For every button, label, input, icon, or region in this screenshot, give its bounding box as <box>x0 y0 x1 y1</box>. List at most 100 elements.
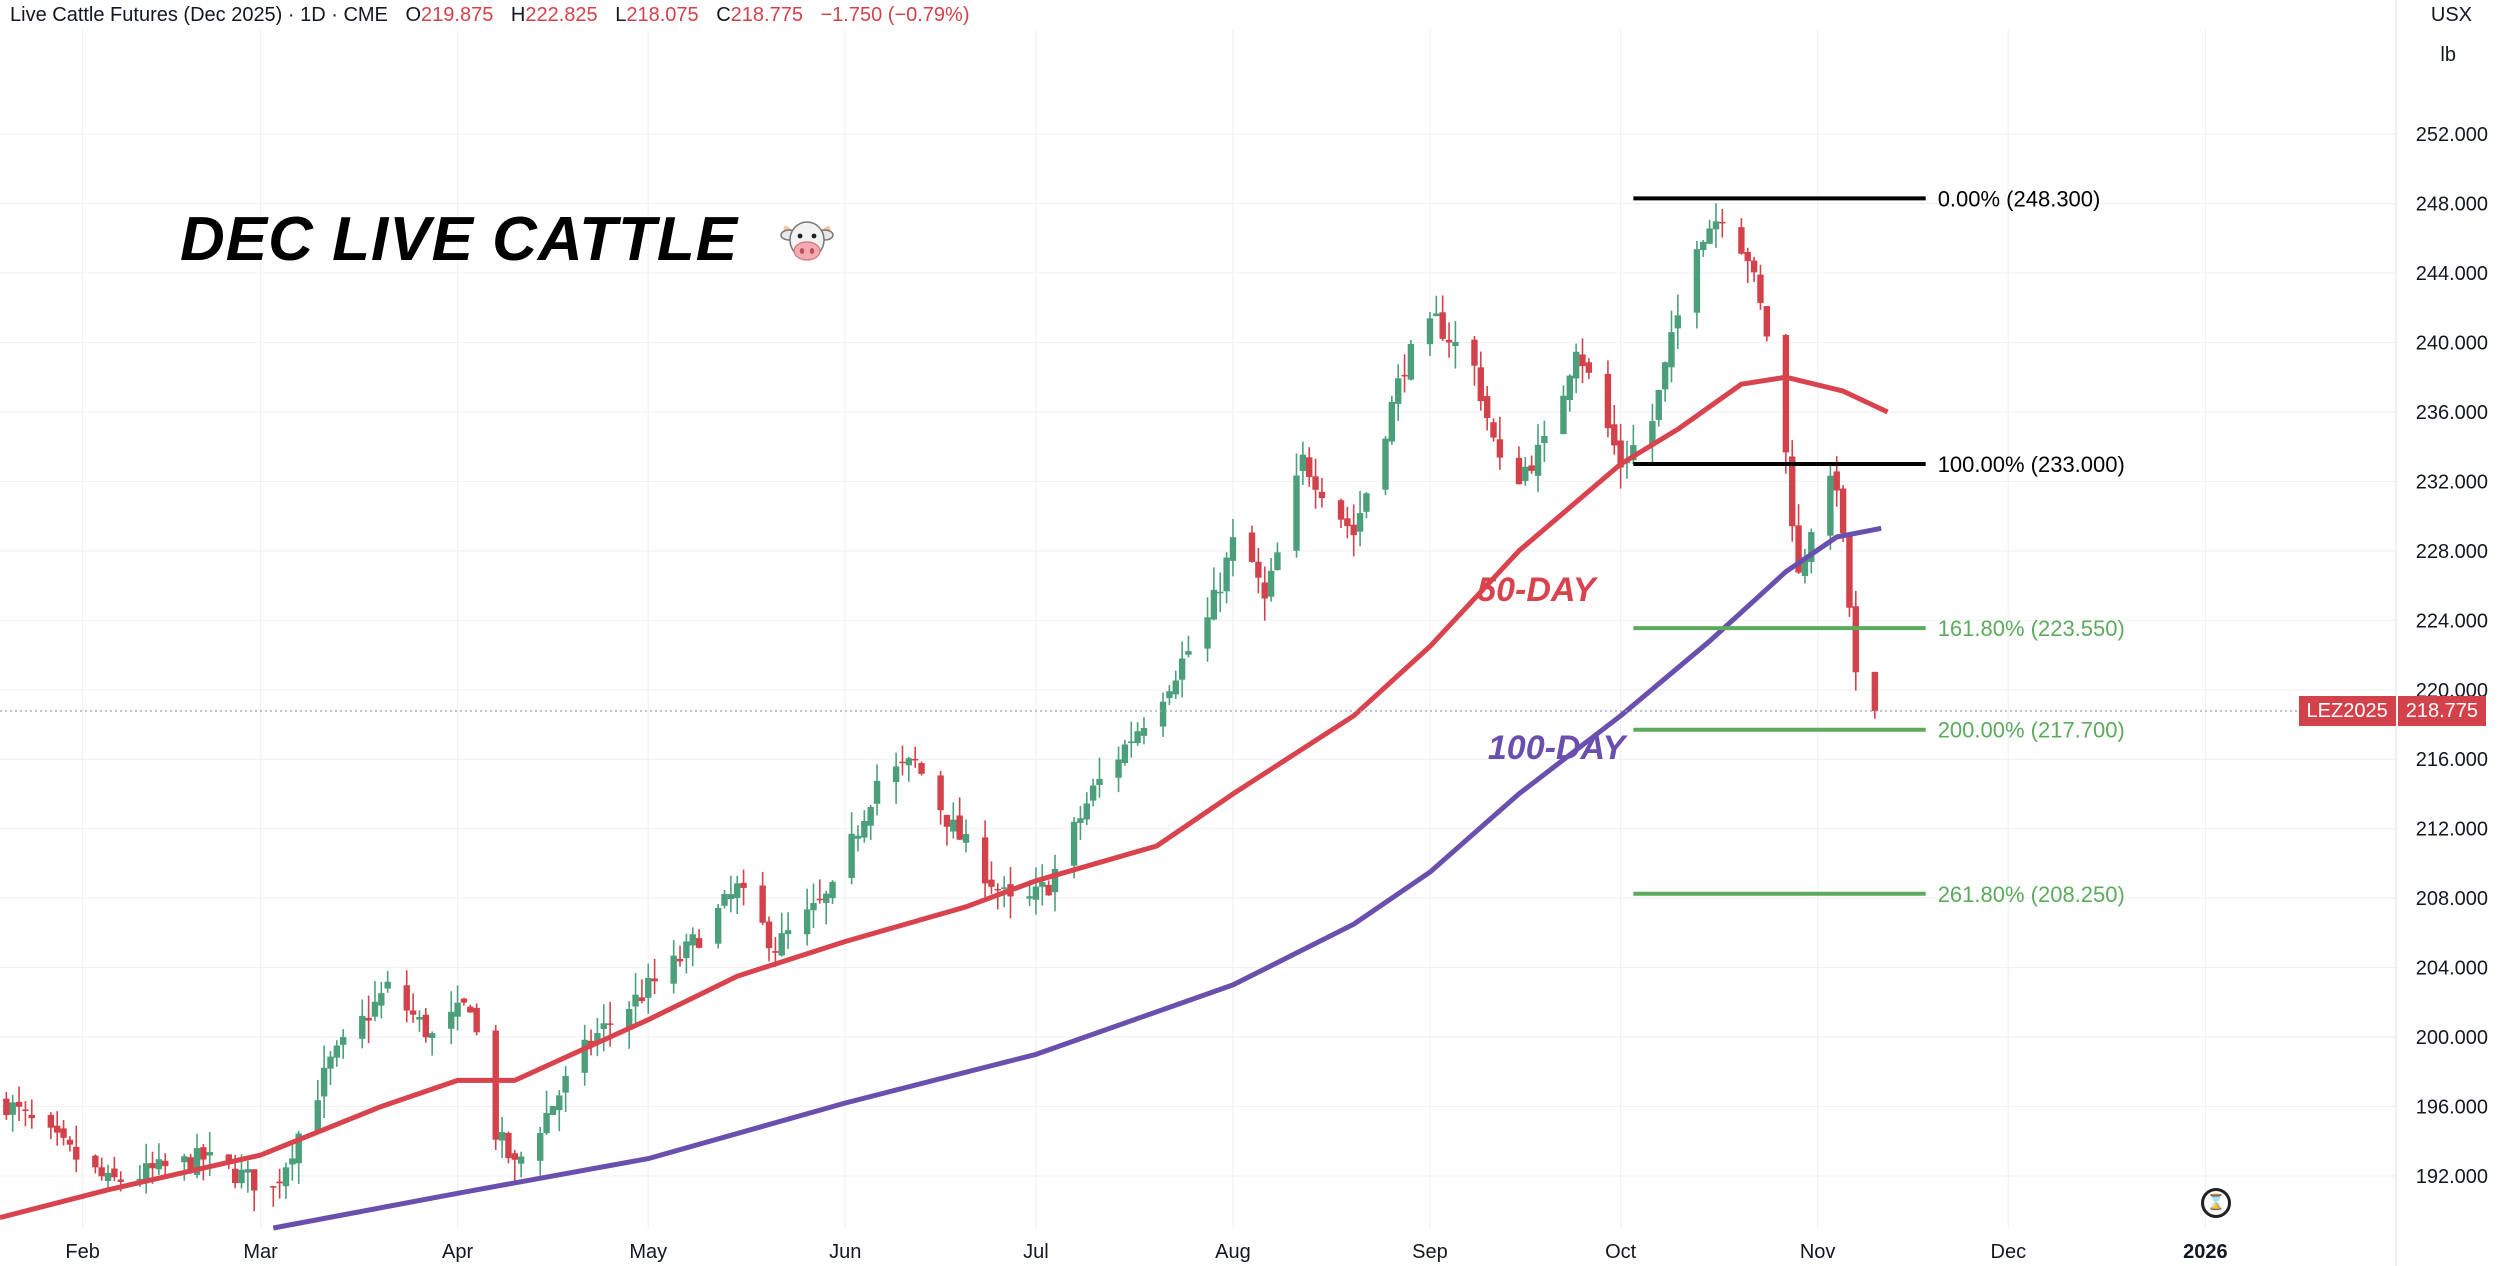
candle-body <box>823 893 830 903</box>
candle-body <box>1445 339 1453 343</box>
candle-body <box>867 806 874 826</box>
currency-unit[interactable]: USX <box>2430 4 2472 26</box>
candle-body <box>117 1179 124 1182</box>
candle-body <box>1134 731 1141 743</box>
time-tick-label: Mar <box>243 1241 278 1263</box>
price-tick-label: 224.000 <box>2416 610 2488 632</box>
time-tick-label: Aug <box>1215 1241 1251 1263</box>
candle-body <box>162 1160 169 1167</box>
candle-body <box>892 766 900 782</box>
candle-body <box>1630 445 1637 461</box>
candle-body <box>943 814 951 827</box>
candle-body <box>1541 435 1548 444</box>
candle-body <box>1700 241 1707 251</box>
fib-level-label: 100.00% (233.000) <box>1938 452 2125 477</box>
fib-level-label: 261.80% (208.250) <box>1938 882 2125 907</box>
last-price-badge[interactable]: LEZ2025 218.775 <box>2298 696 2486 727</box>
candle-body <box>1585 362 1593 373</box>
price-axis[interactable]: 192.000 196.000 200.000 204.000 208.000 212.0… <box>2416 124 2488 1188</box>
fib-level-label: 161.80% (223.550) <box>1938 616 2125 641</box>
candle-body <box>1299 454 1307 471</box>
candle-body <box>689 934 696 946</box>
candle-body <box>848 833 855 879</box>
candle-body <box>670 955 677 984</box>
high-label: H <box>510 4 526 26</box>
candle-body <box>104 1172 112 1182</box>
candle-body <box>1178 658 1186 680</box>
candle-body <box>714 907 722 944</box>
candle-body <box>181 1156 188 1163</box>
time-axis[interactable]: Feb Mar Apr May Jun Jul Aug Sep Oct Nov Dec 2026 <box>65 1241 2227 1263</box>
candle-body <box>695 938 703 948</box>
candle-body <box>403 985 410 1011</box>
candle-body <box>594 1033 601 1042</box>
candle-body <box>956 815 963 840</box>
candle-body <box>1363 493 1370 512</box>
ma100-line <box>272 525 1882 1231</box>
candle-body <box>625 1008 633 1029</box>
candle-body <box>873 780 881 804</box>
candle-body <box>918 763 925 774</box>
symbol-header[interactable]: Live Cattle Futures (Dec 2025) · 1D · CM… <box>10 4 970 27</box>
price-tick-label: 216.000 <box>2416 749 2488 771</box>
candle-body <box>1318 491 1326 499</box>
candle-body <box>231 1168 239 1184</box>
candle-body <box>638 997 646 1001</box>
candle-body <box>1426 318 1434 345</box>
candle-body <box>1032 886 1040 900</box>
candle-body <box>1166 691 1173 699</box>
candle-body <box>473 1007 480 1033</box>
candle-body <box>428 1033 436 1039</box>
candle-body <box>829 881 836 899</box>
candle-body <box>1801 557 1809 577</box>
price-tick-label: 200.000 <box>2416 1027 2488 1049</box>
ma50-label: 50-DAY <box>1477 570 1596 609</box>
price-tick-label: 236.000 <box>2416 402 2488 424</box>
price-tick-label: 196.000 <box>2416 1096 2488 1118</box>
symbol-title: Live Cattle Futures (Dec 2025) · 1D · CM… <box>10 4 388 26</box>
price-tick-label: 192.000 <box>2416 1166 2488 1188</box>
fibonacci-extension: 0.00% (248.300) 100.00% (233.000) 161.80% … <box>1633 186 2125 907</box>
candle-body <box>1528 465 1535 471</box>
candle-body <box>1846 535 1853 608</box>
candle-body <box>467 1006 474 1013</box>
replay-hourglass-icon[interactable]: ⌛ <box>2201 1188 2231 1218</box>
candle-body <box>295 1133 302 1164</box>
candle-body <box>111 1168 118 1178</box>
candle-body <box>537 1132 544 1161</box>
candle-body <box>98 1167 105 1177</box>
candle-body <box>1115 759 1122 778</box>
candle-body <box>1827 475 1834 536</box>
price-unit[interactable]: lb <box>2440 44 2456 66</box>
candle-body <box>1223 557 1230 592</box>
candle-body <box>1808 532 1815 562</box>
candle-body <box>1337 500 1345 520</box>
candle-body <box>988 879 995 887</box>
candle-body <box>556 1095 563 1111</box>
candle-body <box>276 1181 283 1184</box>
candle-body <box>1693 249 1701 313</box>
candle-body <box>778 933 785 956</box>
candle-body <box>1388 401 1396 442</box>
candle-body <box>1668 332 1675 368</box>
candle-body <box>193 1148 201 1175</box>
candle-body <box>1750 260 1758 273</box>
candle-body <box>270 1186 277 1188</box>
candle-body <box>1712 221 1720 230</box>
candle-body <box>1719 221 1726 224</box>
candle-body <box>1617 440 1624 468</box>
price-tick-label: 244.000 <box>2416 263 2488 285</box>
candle-body <box>22 1109 29 1111</box>
candle-body <box>803 909 811 935</box>
candle-body <box>1407 343 1415 380</box>
candle-body <box>1026 896 1033 899</box>
candle-body <box>587 1040 595 1045</box>
candle-body <box>1833 471 1840 491</box>
candle-body <box>1534 444 1542 476</box>
candle-body <box>1579 354 1586 367</box>
candle-body <box>1782 334 1790 453</box>
price-tick-label: 208.000 <box>2416 888 2488 910</box>
candle-body <box>1490 422 1497 438</box>
candle-body <box>511 1153 518 1160</box>
